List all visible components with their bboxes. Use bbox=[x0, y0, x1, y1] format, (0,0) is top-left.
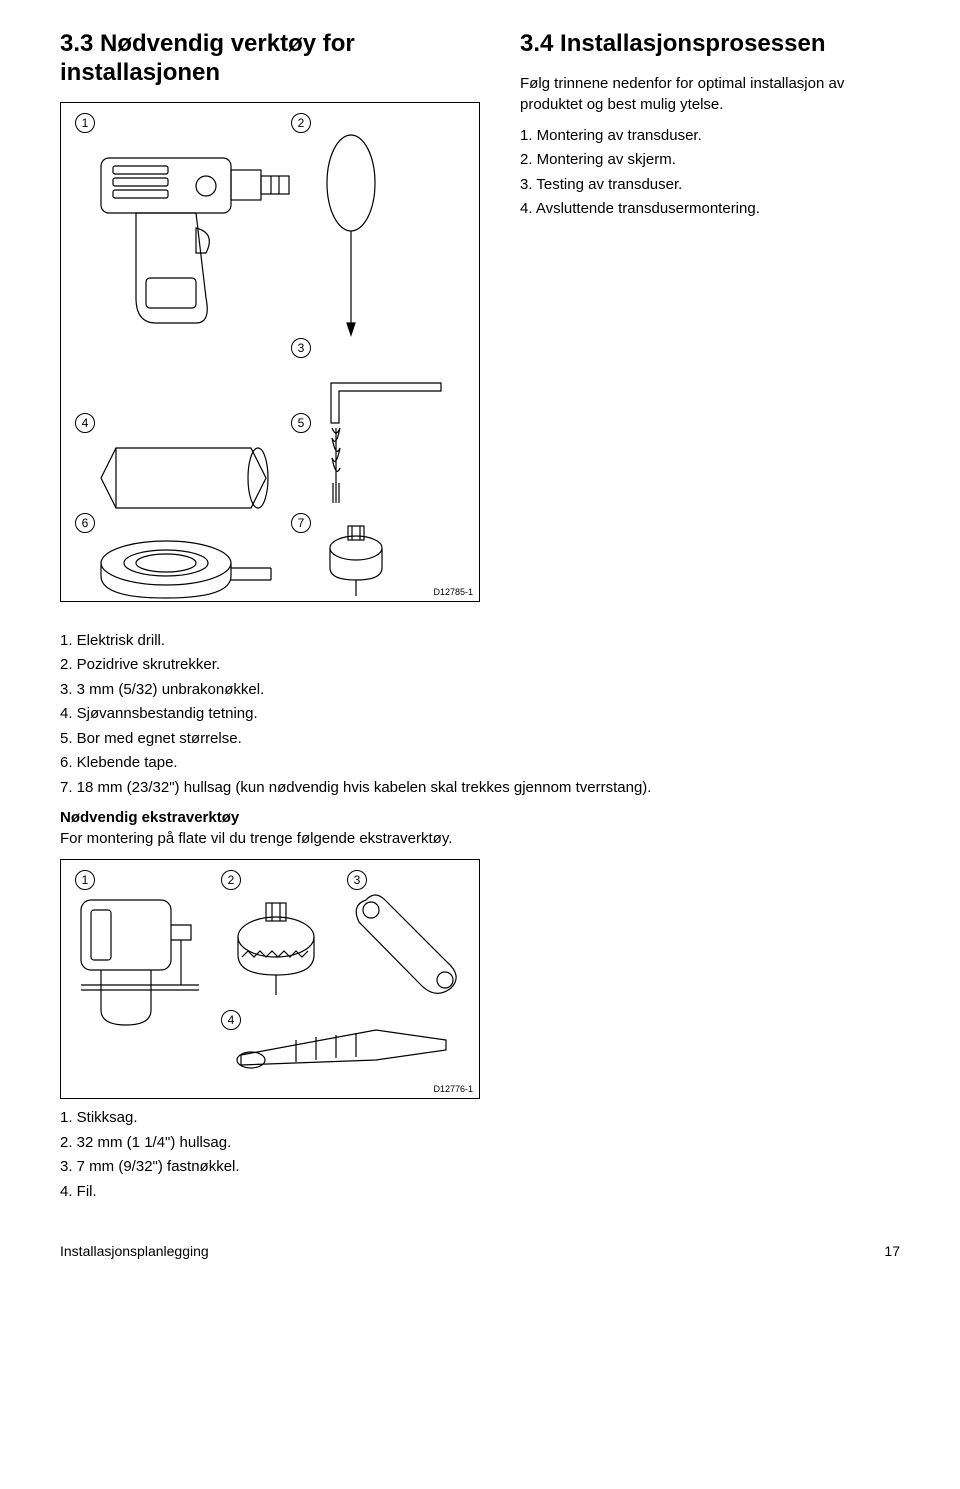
tool-item: 3. 3 mm (5/32) unbrakonøkkel. bbox=[60, 679, 900, 702]
callout-e3: 3 bbox=[347, 870, 367, 890]
callout-e2: 2 bbox=[221, 870, 241, 890]
tool-item: 1. Elektrisk drill. bbox=[60, 630, 900, 653]
step-item: 3. Testing av transduser. bbox=[520, 174, 900, 197]
extra-tool-item: 3. 7 mm (9/32") fastnøkkel. bbox=[60, 1156, 900, 1179]
callout-6: 6 bbox=[75, 513, 95, 533]
extra-tool-item: 2. 32 mm (1 1/4") hullsag. bbox=[60, 1132, 900, 1155]
diagram-id-a: D12785-1 bbox=[433, 587, 473, 597]
tool-item: 5. Bor med egnet størrelse. bbox=[60, 728, 900, 751]
section-b-intro: Følg trinnene nedenfor for optimal insta… bbox=[520, 73, 900, 115]
extra-tool-item: 4. Fil. bbox=[60, 1181, 900, 1204]
extra-tools-list: 1. Stikksag. 2. 32 mm (1 1/4") hullsag. … bbox=[60, 1107, 900, 1203]
page-footer: Installasjonsplanlegging 17 bbox=[60, 1243, 900, 1259]
extra-tools-diagram: 1 2 3 4 bbox=[60, 859, 480, 1099]
tools-diagram: 1 2 3 4 5 6 7 bbox=[60, 102, 480, 602]
tool-item: 4. Sjøvannsbestandig tetning. bbox=[60, 703, 900, 726]
callout-5: 5 bbox=[291, 413, 311, 433]
callout-7: 7 bbox=[291, 513, 311, 533]
callout-1: 1 bbox=[75, 113, 95, 133]
callout-4: 4 bbox=[75, 413, 95, 433]
step-item: 1. Montering av transduser. bbox=[520, 125, 900, 148]
extra-tools-heading: Nødvendig ekstraverktøy bbox=[60, 809, 900, 826]
section-a-heading: 3.3 Nødvendig verktøy for installasjonen bbox=[60, 30, 480, 88]
tools-list: 1. Elektrisk drill. 2. Pozidrive skrutre… bbox=[60, 630, 900, 800]
tools-svg bbox=[61, 103, 481, 603]
tool-item: 6. Klebende tape. bbox=[60, 752, 900, 775]
step-item: 2. Montering av skjerm. bbox=[520, 149, 900, 172]
footer-page-number: 17 bbox=[884, 1243, 900, 1259]
extra-tools-svg bbox=[61, 860, 481, 1100]
section-b-heading: 3.4 Installasjonsprosessen bbox=[520, 30, 900, 59]
tool-item: 2. Pozidrive skrutrekker. bbox=[60, 654, 900, 677]
install-steps: 1. Montering av transduser. 2. Montering… bbox=[520, 125, 900, 221]
extra-tools-intro: For montering på flate vil du trenge føl… bbox=[60, 828, 900, 849]
footer-left: Installasjonsplanlegging bbox=[60, 1243, 209, 1259]
diagram-id-b: D12776-1 bbox=[433, 1084, 473, 1094]
callout-e4: 4 bbox=[221, 1010, 241, 1030]
extra-tool-item: 1. Stikksag. bbox=[60, 1107, 900, 1130]
callout-2: 2 bbox=[291, 113, 311, 133]
step-item: 4. Avsluttende transdusermontering. bbox=[520, 198, 900, 221]
callout-3: 3 bbox=[291, 338, 311, 358]
callout-e1: 1 bbox=[75, 870, 95, 890]
tool-item: 7. 18 mm (23/32") hullsag (kun nødvendig… bbox=[60, 777, 900, 800]
